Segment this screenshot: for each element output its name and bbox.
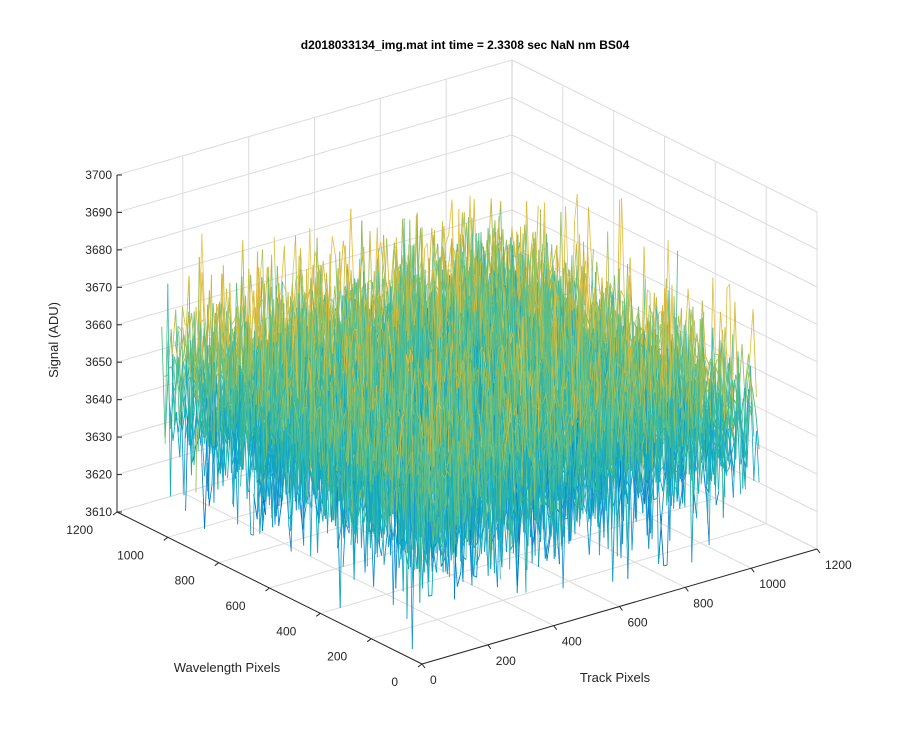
surface-segment xyxy=(549,261,554,275)
surface-segment xyxy=(203,319,208,387)
y-tick-mark xyxy=(265,587,270,592)
x-tick-mark xyxy=(619,606,623,611)
surface-plot xyxy=(161,194,760,650)
y-tick-mark xyxy=(163,536,169,541)
wall-grid-line xyxy=(511,209,818,363)
surface-segment xyxy=(198,256,204,383)
y-tick-mark xyxy=(214,562,219,567)
surface-segment xyxy=(184,311,189,381)
surface-segment xyxy=(284,307,290,329)
surface-segment xyxy=(200,420,206,477)
surface-segment xyxy=(280,245,285,294)
surface-segment xyxy=(177,325,182,331)
surface-segment xyxy=(291,433,296,516)
surface-segment xyxy=(175,411,181,458)
surface-segment xyxy=(274,457,279,512)
surface-segment xyxy=(332,310,337,315)
floor-grid-line xyxy=(371,523,767,640)
wall-grid-line xyxy=(116,134,513,251)
surface-segment xyxy=(264,266,269,300)
x-tick-mark xyxy=(421,663,426,669)
wall-grid-line xyxy=(116,59,513,176)
surface-segment xyxy=(169,403,174,441)
surface-segment xyxy=(275,470,281,517)
y-tick-mark xyxy=(417,663,423,668)
surface-segment xyxy=(161,326,166,438)
surface-segment xyxy=(219,393,223,397)
wall-grid-line xyxy=(116,209,513,326)
surface-segment xyxy=(249,340,255,381)
surface-segment xyxy=(172,411,177,441)
surface-segment xyxy=(373,227,378,323)
surface-segment xyxy=(448,199,453,235)
x-tick-mark xyxy=(684,586,689,592)
surface-segment xyxy=(298,255,303,277)
surface-segment xyxy=(292,279,297,326)
x-tick-mark xyxy=(816,548,821,554)
surface-segment xyxy=(258,267,263,321)
surface-segment xyxy=(359,246,365,273)
surface-segment xyxy=(174,340,179,363)
surface-segment xyxy=(182,327,187,368)
surface-segment xyxy=(288,514,293,520)
surface-segment xyxy=(250,274,255,318)
surface-segment xyxy=(380,241,385,273)
surface-segment xyxy=(513,241,518,274)
y-tick-mark xyxy=(315,612,321,617)
surface-segment xyxy=(331,236,337,258)
surface-segment xyxy=(201,383,207,438)
wall-grid-line xyxy=(116,171,513,288)
wall-grid-line xyxy=(511,59,818,213)
x-tick-mark xyxy=(487,644,492,650)
axes xyxy=(112,174,821,669)
surface-segment xyxy=(350,208,355,304)
wall-grid-line xyxy=(511,171,818,325)
surface-segment xyxy=(177,362,183,428)
surface-segment xyxy=(596,261,601,295)
y-tick-mark xyxy=(366,638,372,643)
surface-segment xyxy=(444,234,450,246)
surface-segment xyxy=(257,475,262,513)
surface-segment xyxy=(316,264,321,316)
surface-segment xyxy=(383,234,388,309)
surface-segment xyxy=(249,328,254,345)
surface-segment xyxy=(197,418,202,446)
surface-segment xyxy=(190,340,195,465)
wall-grid-line xyxy=(511,96,818,250)
surface-segment xyxy=(383,290,388,293)
surface-segment xyxy=(556,247,561,279)
wall-grid-line xyxy=(116,96,513,213)
surface-segment xyxy=(216,448,221,475)
surface-segment xyxy=(177,382,182,398)
surface-segment xyxy=(174,326,179,426)
surface-segment xyxy=(234,435,240,465)
surface-segment xyxy=(187,312,193,341)
surface-segment xyxy=(171,309,177,356)
surface-segment xyxy=(572,243,577,297)
surface-segment xyxy=(588,207,593,268)
wall-grid-line xyxy=(511,134,818,288)
surface-segment xyxy=(386,238,391,314)
surface-segment xyxy=(185,275,190,340)
x-tick-mark xyxy=(553,625,558,631)
surface-segment xyxy=(281,281,287,291)
surface-segment xyxy=(208,290,214,375)
surface-segment xyxy=(367,279,372,283)
surface-segment xyxy=(232,395,237,505)
x-tick-mark xyxy=(750,567,755,573)
y-tick-mark xyxy=(112,511,118,516)
surface-segment xyxy=(447,242,452,270)
